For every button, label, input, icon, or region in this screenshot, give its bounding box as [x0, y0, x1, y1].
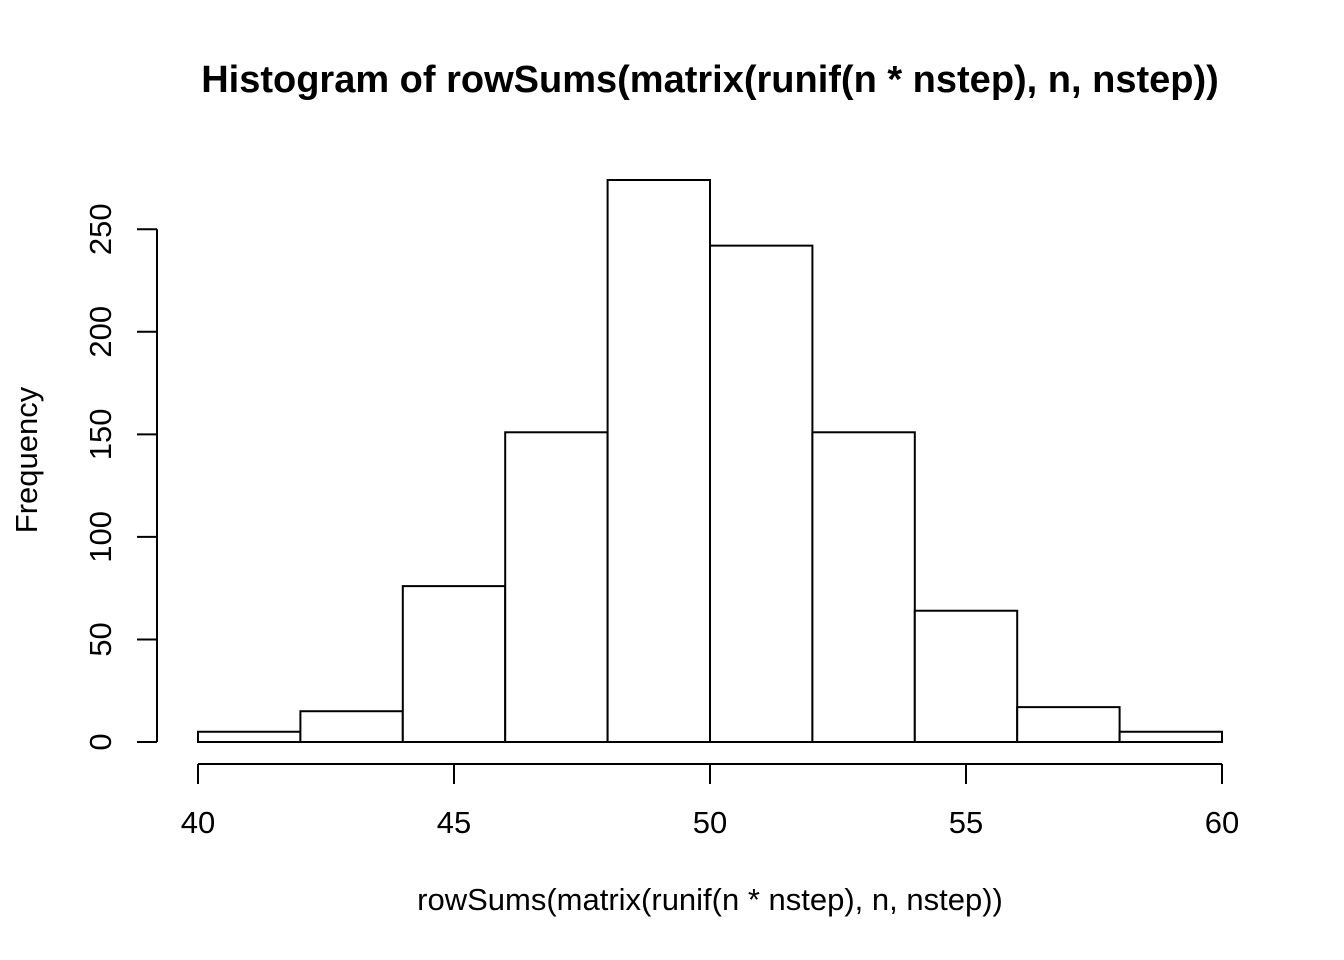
x-tick-label: 60: [1205, 805, 1239, 840]
x-tick-label: 45: [437, 805, 471, 840]
histogram-bar: [504, 431, 609, 743]
y-axis-label: Frequency: [9, 386, 44, 533]
y-tick-label: 150: [83, 408, 118, 460]
histogram-bars: [197, 179, 1223, 744]
x-axis: 40 45 50 55 60: [181, 763, 1239, 840]
histogram-bar: [401, 585, 507, 743]
histogram-bar: [1016, 706, 1121, 744]
histogram-bar: [811, 431, 916, 743]
chart-title: Histogram of rowSums(matrix(runif(n * ns…: [201, 59, 1219, 101]
histogram-bar: [299, 710, 404, 744]
y-tick-label: 200: [83, 306, 118, 358]
y-tick-label: 0: [83, 733, 118, 750]
y-tick-label: 100: [83, 511, 118, 563]
x-tick-label: 40: [181, 805, 215, 840]
histogram-bar: [197, 730, 302, 743]
histogram-bar: [1118, 730, 1223, 743]
y-tick-label: 50: [83, 622, 118, 656]
histogram-bar: [709, 244, 814, 743]
x-tick-label: 55: [949, 805, 983, 840]
x-tick-label: 50: [693, 805, 727, 840]
y-tick-label: 250: [83, 203, 118, 255]
histogram-bar: [606, 179, 711, 743]
y-axis: 0 50 100 150 200 250: [83, 203, 158, 751]
histogram-bar: [913, 609, 1019, 743]
x-axis-label: rowSums(matrix(runif(n * nstep), n, nste…: [417, 882, 1003, 917]
